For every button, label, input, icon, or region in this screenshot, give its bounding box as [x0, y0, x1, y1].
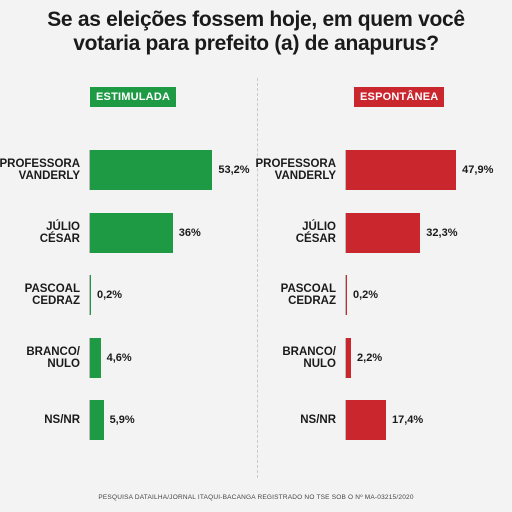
bar-baseline: [89, 150, 90, 190]
bar-baseline: [89, 400, 90, 440]
espontanea-bar: [346, 213, 421, 253]
bar-baseline: [89, 338, 90, 378]
espontanea-row: BRANCO/ NULO 2,2%: [256, 338, 512, 378]
value-label: 4,6%: [106, 352, 132, 364]
espontanea-row: JÚLIO CÉSAR 32,3%: [256, 213, 512, 253]
category-label: PROFESSORA VANDERLY: [0, 158, 80, 182]
estimulada-bar: [90, 338, 101, 378]
estimulada-row: JÚLIO CÉSAR 36%: [0, 213, 256, 253]
estimulada-badge: ESTIMULADA: [90, 87, 177, 107]
value-label: 2,2%: [357, 352, 383, 364]
espontanea-badge: ESPONTÂNEA: [354, 87, 445, 107]
value-label: 32,3%: [426, 227, 458, 239]
espontanea-panel: ESPONTÂNEA PROFESSORA VANDERLY 47,9% JÚLIO…: [255, 0, 512, 512]
title-line-1: Se as eleições fossem hoje, em quem você: [47, 8, 465, 31]
espontanea-row: PASCOAL CEDRAZ 0,2%: [256, 275, 512, 315]
category-label: PASCOAL CEDRAZ: [24, 283, 80, 307]
espontanea-bar: [346, 400, 387, 440]
bar-baseline: [345, 400, 346, 440]
espontanea-row: PROFESSORA VANDERLY 47,9%: [255, 150, 512, 190]
estimulada-bar: [90, 275, 91, 315]
value-label: 17,4%: [392, 414, 424, 426]
category-label: JÚLIO CÉSAR: [39, 221, 80, 245]
value-label: 5,9%: [109, 414, 135, 426]
bar-baseline: [345, 150, 346, 190]
bar-baseline: [345, 213, 346, 253]
bar-baseline: [345, 275, 346, 315]
value-label: 47,9%: [462, 164, 494, 176]
estimulada-row: PROFESSORA VANDERLY 53,2%: [0, 150, 256, 190]
footer-note: PESQUISA DATAILHA/JORNAL ITAQUI-BACANGA …: [98, 494, 414, 501]
panel-divider: [257, 78, 258, 478]
page-title: Se as eleições fossem hoje, em quem você…: [0, 8, 512, 56]
estimulada-bar: [90, 213, 173, 253]
category-label: BRANCO/ NULO: [26, 346, 80, 370]
estimulada-bar: [90, 150, 213, 190]
estimulada-bar: [90, 400, 104, 440]
espontanea-bar: [346, 275, 347, 315]
espontanea-row: NS/NR 17,4%: [256, 400, 512, 440]
value-label: 0,2%: [353, 289, 379, 301]
category-label: NS/NR: [44, 414, 80, 426]
estimulada-panel: ESTIMULADA PROFESSORA VANDERLY 53,2% JÚLIO…: [0, 87, 256, 440]
estimulada-row: NS/NR 5,9%: [0, 400, 256, 440]
espontanea-bar: [346, 338, 352, 378]
value-label: 0,2%: [97, 289, 123, 301]
title-line-2: votaria para prefeito (a) de anapurus?: [73, 32, 439, 55]
bar-baseline: [89, 275, 90, 315]
bar-baseline: [345, 338, 346, 378]
estimulada-row: PASCOAL CEDRAZ 0,2%: [0, 275, 256, 315]
espontanea-bar: [346, 150, 457, 190]
bar-baseline: [89, 213, 90, 253]
category-label: JÚLIO CÉSAR: [295, 221, 336, 245]
value-label: 36%: [178, 227, 201, 239]
category-label: PASCOAL CEDRAZ: [280, 283, 336, 307]
estimulada-row: BRANCO/ NULO 4,6%: [0, 338, 256, 378]
category-label: NS/NR: [300, 414, 336, 426]
category-label: PROFESSORA VANDERLY: [255, 158, 336, 182]
value-label: 53,2%: [218, 164, 250, 176]
category-label: BRANCO/ NULO: [282, 346, 336, 370]
